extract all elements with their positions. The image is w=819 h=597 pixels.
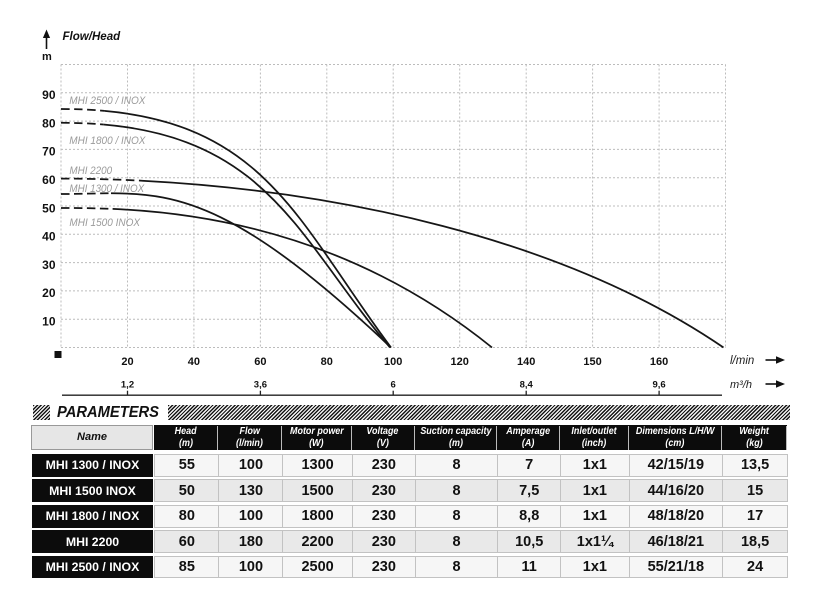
svg-text:9,6: 9,6 (652, 380, 665, 391)
svg-text:m³/h: m³/h (730, 379, 752, 391)
svg-text:MHI 1500 INOX: MHI 1500 INOX (69, 217, 140, 229)
svg-text:MHI 1800 / INOX: MHI 1800 / INOX (69, 135, 146, 147)
svg-text:10: 10 (42, 315, 56, 329)
svg-text:6: 6 (391, 380, 396, 391)
svg-text:3,6: 3,6 (254, 380, 267, 391)
svg-text:60: 60 (42, 173, 56, 187)
svg-text:Flow/Head: Flow/Head (63, 29, 121, 43)
svg-text:50: 50 (42, 201, 56, 215)
svg-text:l/min: l/min (730, 355, 754, 367)
svg-text:160: 160 (650, 356, 668, 368)
svg-text:30: 30 (42, 258, 56, 272)
svg-text:MHI 1300 / INOX: MHI 1300 / INOX (69, 183, 145, 195)
svg-text:90: 90 (42, 88, 56, 102)
svg-text:MHI 2500 / INOX: MHI 2500 / INOX (69, 95, 146, 107)
svg-text:m: m (42, 51, 52, 63)
svg-text:100: 100 (384, 356, 402, 368)
svg-text:20: 20 (42, 286, 56, 300)
svg-text:80: 80 (42, 116, 56, 130)
svg-text:1,2: 1,2 (121, 380, 134, 391)
svg-text:120: 120 (451, 356, 469, 368)
svg-text:40: 40 (188, 356, 200, 368)
svg-text:140: 140 (517, 356, 535, 368)
svg-text:150: 150 (583, 356, 601, 368)
svg-text:20: 20 (121, 356, 133, 368)
svg-text:8,4: 8,4 (520, 380, 534, 391)
svg-text:MHI 2200: MHI 2200 (69, 165, 112, 177)
svg-text:70: 70 (42, 145, 56, 159)
svg-text:80: 80 (321, 356, 333, 368)
svg-text:40: 40 (42, 230, 56, 244)
svg-text:60: 60 (254, 356, 266, 368)
